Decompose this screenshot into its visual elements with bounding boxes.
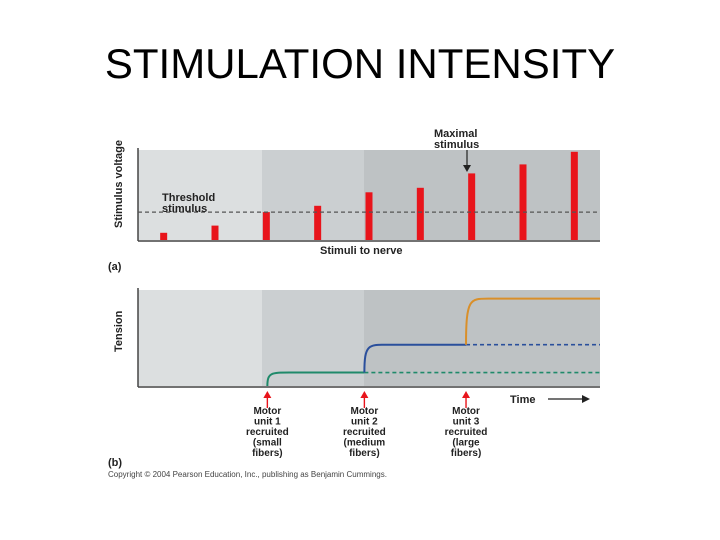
threshold-label-line-2: stimulus [162,203,207,215]
stimulus-bar [262,212,270,240]
stimulus-bar [211,225,219,240]
panel-b-band-1 [138,290,262,386]
recruit-label-line: (medium [344,438,386,449]
recruit-label-line: recruited [445,427,488,438]
recruit-label-line: Motor [350,406,378,417]
panel-a-xlabel: Stimuli to nerve [320,245,403,257]
recruit-label-line: (large [452,438,480,449]
stimulus-bar [468,173,476,240]
maximal-label-line-2: stimulus [434,139,479,151]
recruit-arrow-head [462,391,471,398]
stimulation-figure: Threshold stimulus Maximal stimulus Stim… [108,128,600,479]
recruit-label-line: unit 2 [351,417,378,428]
recruit-label-line: recruited [343,427,386,438]
recruit-label-line: unit 1 [254,417,281,428]
panel-b-band-3 [364,290,600,386]
stimulus-bar [160,232,168,240]
stimulus-bar [570,151,578,240]
recruit-label-line: unit 3 [453,417,480,428]
recruit-label-line: (small [253,438,282,449]
tension-curve [266,371,365,387]
panel-b-letter: (b) [108,457,122,469]
recruit-arrow-head [263,391,272,398]
threshold-label-line-1: Threshold [162,192,215,204]
panel-b-tension-lines [266,297,600,387]
maximal-label-line-1: Maximal [434,128,477,140]
stimulus-bar [416,187,424,240]
panel-b-ylabel: Tension [113,310,125,352]
slide-title: STIMULATION INTENSITY [104,40,616,87]
recruit-arrow-head [360,391,369,398]
panel-a-letter: (a) [108,261,122,273]
panel-b-band-2 [262,290,364,386]
panel-b-xlabel: Time [510,394,535,406]
stimulus-bar [519,164,527,240]
maximal-pointer-head [463,165,471,172]
panel-a-bars [160,151,578,240]
recruit-label-line: Motor [452,406,480,417]
recruit-label-line: Motor [253,406,281,417]
recruit-label-line: fibers) [349,448,380,459]
recruit-label-line: fibers) [252,448,283,459]
recruit-label-line: recruited [246,427,289,438]
tension-curve [363,343,467,373]
tension-curve [465,297,600,345]
time-arrow-head [582,395,590,403]
panel-a-band-2 [262,150,364,240]
copyright-note: Copyright © 2004 Pearson Education, Inc.… [108,470,387,479]
stimulus-bar [365,192,373,240]
stimulus-bar [314,205,322,240]
panel-a-band-1 [138,150,262,240]
recruit-label-line: fibers) [451,448,482,459]
panel-a: Threshold stimulus Maximal stimulus Stim… [108,128,600,273]
panel-a-ylabel: Stimulus voltage [113,140,125,228]
panel-a-band-3 [364,150,600,240]
